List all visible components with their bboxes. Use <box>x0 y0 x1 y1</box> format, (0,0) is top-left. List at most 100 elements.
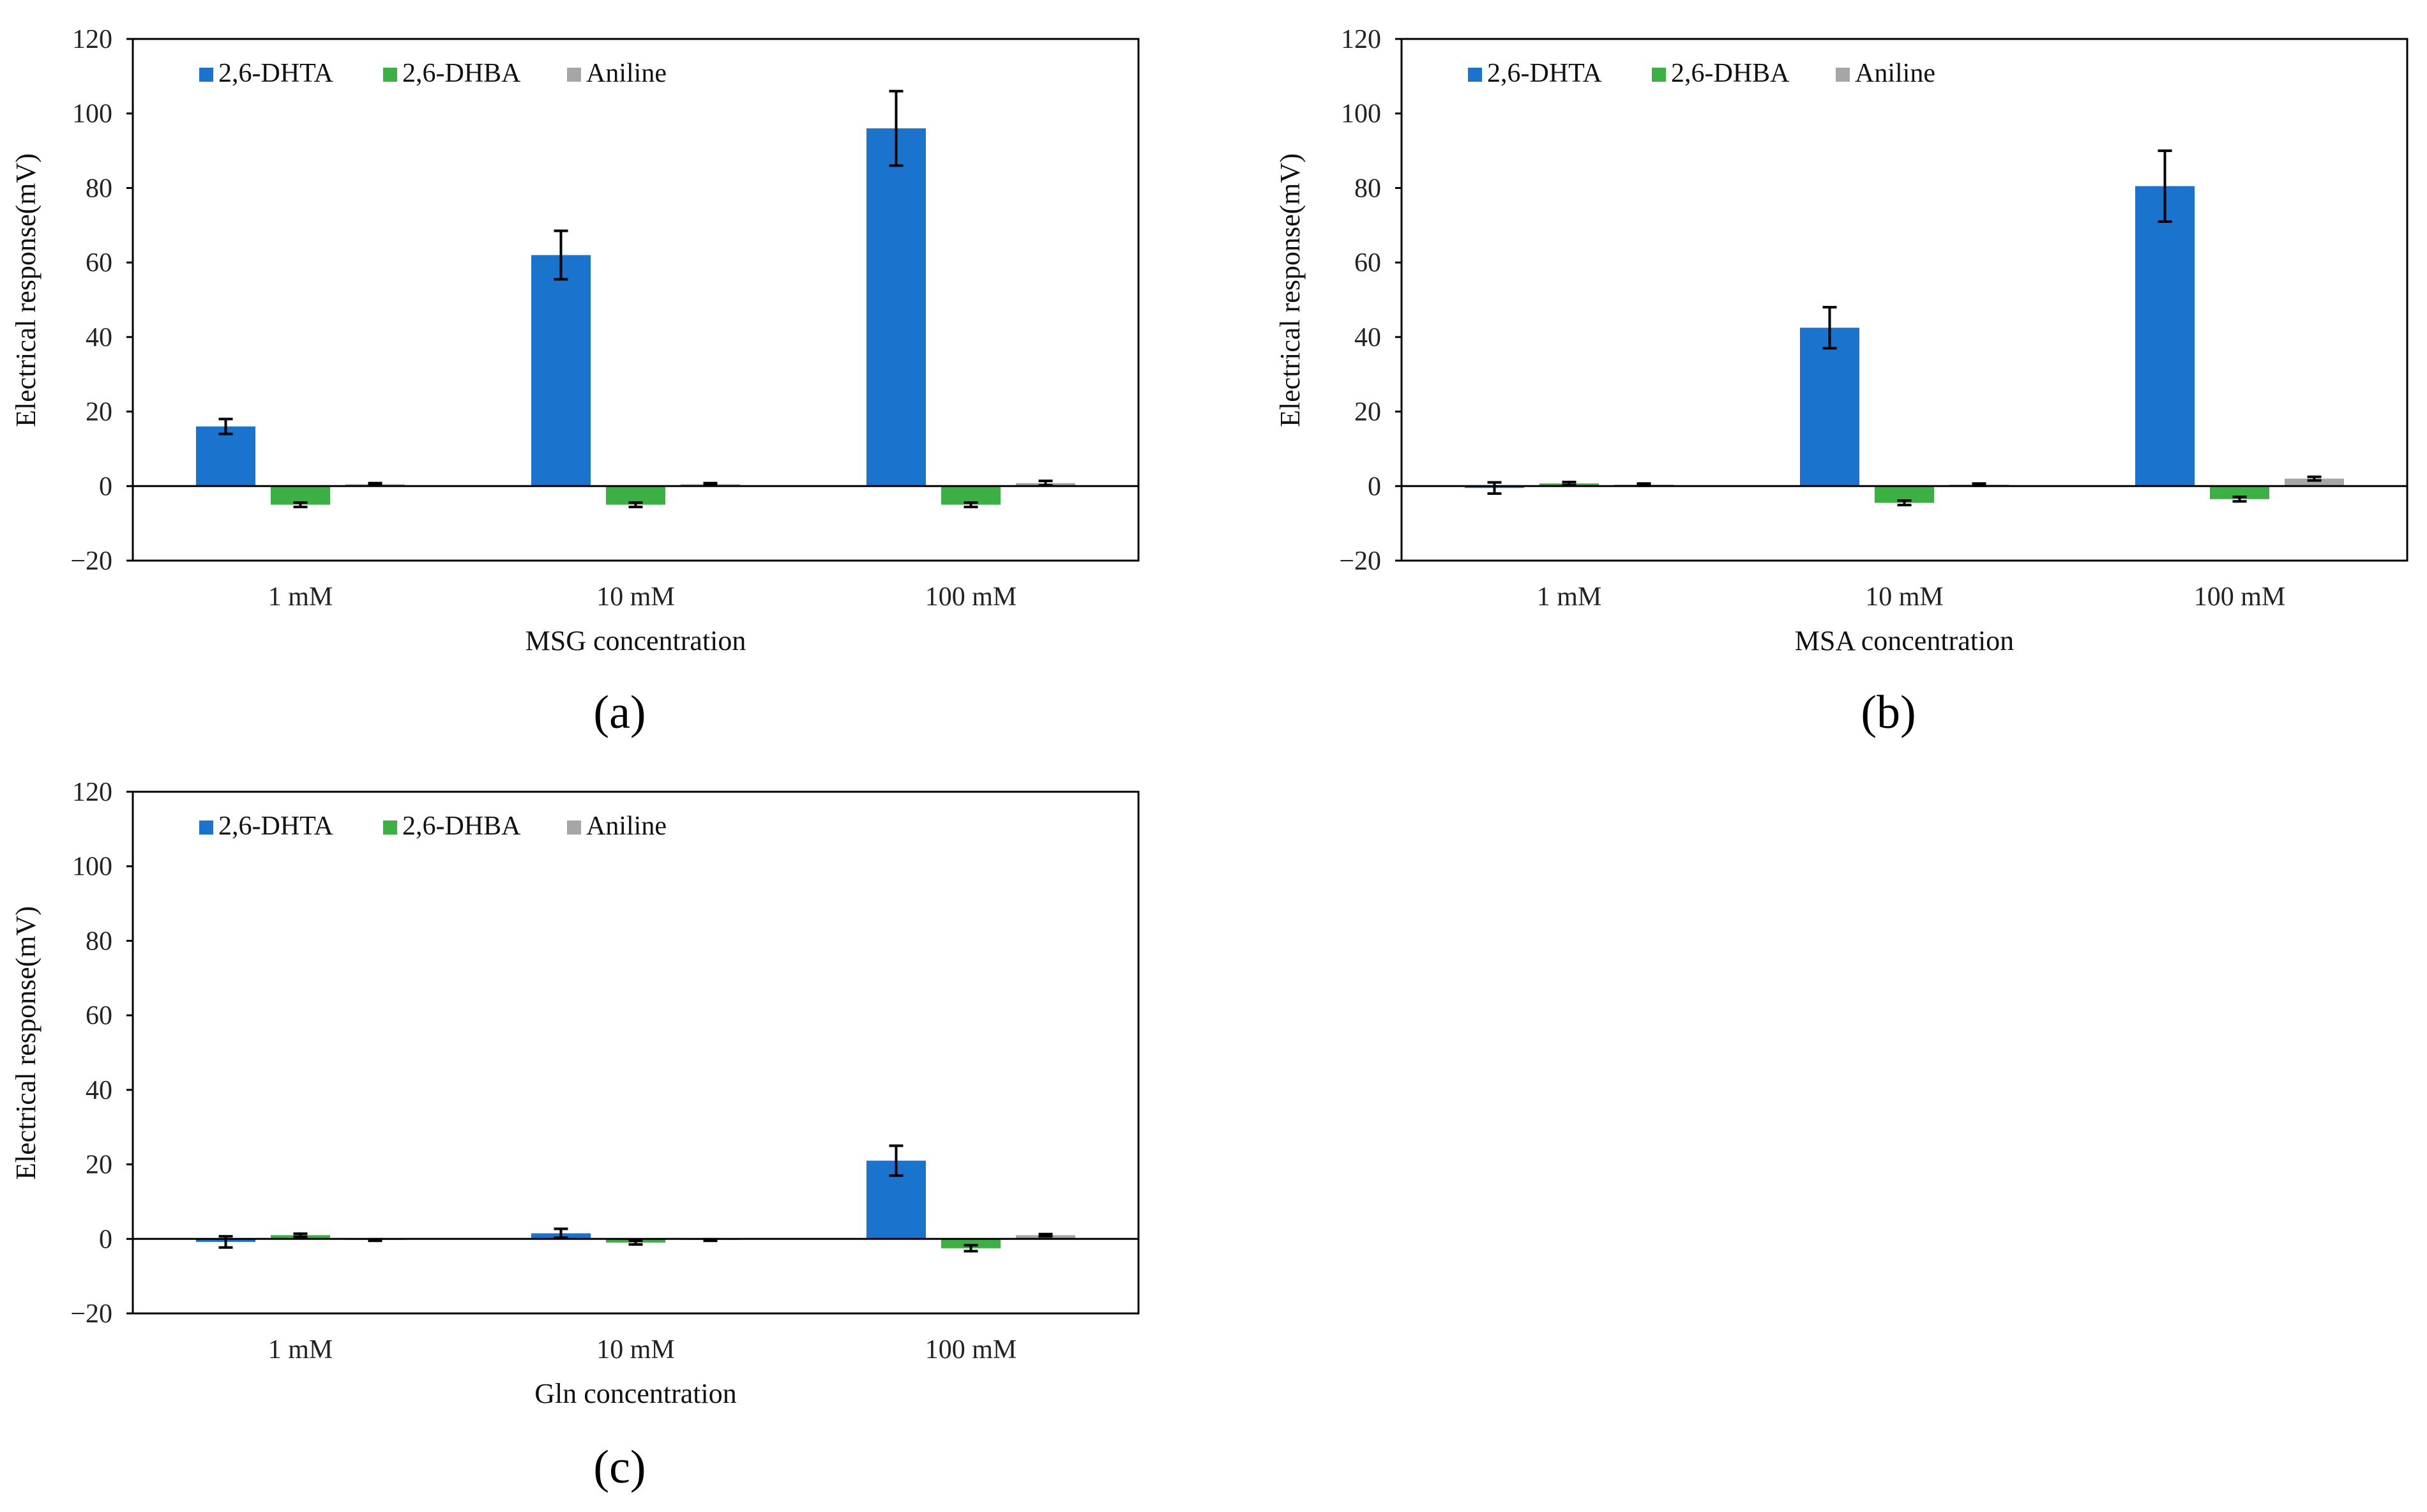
y-axis-title: Electrical response(mV) <box>10 153 42 427</box>
y-axis-title: Electrical response(mV) <box>1274 153 1306 427</box>
chart-panel-a: 120 100 80 60 40 20 0 −20 1 mM 10 mM 100 mM MSG con… <box>10 25 1140 739</box>
y-tick-label: 0 <box>99 472 112 501</box>
bar <box>866 128 926 487</box>
error-bar <box>2307 475 2322 482</box>
y-tick-label: 40 <box>1354 323 1381 352</box>
x-tick-label: 10 mM <box>596 1335 675 1365</box>
legend-swatch <box>383 820 397 835</box>
y-tick-label: 80 <box>86 926 112 956</box>
legend-swatch <box>1652 68 1666 82</box>
legend-item: 2,6-DHTA <box>1468 59 1602 88</box>
y-tick-label: 40 <box>86 323 112 352</box>
x-tick-label: 10 mM <box>1865 582 1944 612</box>
error-bar <box>293 1232 308 1238</box>
error-bar <box>368 481 382 487</box>
x-tick-label: 10 mM <box>596 582 675 612</box>
legend-swatch <box>199 68 213 82</box>
y-tick-label: 100 <box>72 852 112 882</box>
legend-item: 2,6-DHBA <box>1652 59 1790 88</box>
legend-label: 2,6-DHTA <box>1487 59 1602 88</box>
y-tick-label: 0 <box>99 1225 112 1254</box>
bar <box>2135 186 2195 487</box>
legend-swatch <box>199 820 213 835</box>
legend-swatch <box>1468 68 1482 82</box>
legend-item: Aniline <box>567 59 667 88</box>
bar <box>2210 486 2269 499</box>
bar <box>196 426 255 487</box>
error-bar <box>703 481 718 487</box>
legend-item: 2,6-DHTA <box>199 59 333 88</box>
error-bar <box>889 89 904 167</box>
y-tick-label: 60 <box>1354 248 1381 278</box>
y-tick-label: 100 <box>72 100 112 129</box>
chart-panel-b: 120 100 80 60 40 20 0 −20 1 mM 10 mM 100 mM MSA con… <box>1274 25 2408 739</box>
y-tick-label: 20 <box>1354 398 1381 427</box>
y-tick-label: 120 <box>1341 25 1381 54</box>
error-bar <box>554 229 568 281</box>
error-bar <box>628 501 643 508</box>
error-bar <box>964 501 978 508</box>
legend-item: 2,6-DHTA <box>199 812 333 841</box>
legend-item: Aniline <box>1836 59 1935 88</box>
error-bar <box>1562 480 1576 487</box>
error-bar <box>218 418 233 435</box>
legend-swatch <box>567 68 581 82</box>
y-tick-label: −20 <box>1339 547 1381 576</box>
plot-frame <box>132 790 1140 1315</box>
panel-caption: (c) <box>593 1441 646 1493</box>
legend-label: Aniline <box>586 812 667 841</box>
bar <box>1800 328 1859 487</box>
error-bar <box>1487 481 1502 495</box>
error-bar <box>1822 306 1837 350</box>
error-bar <box>1897 499 1912 507</box>
legend-swatch <box>383 68 397 82</box>
bar <box>941 1239 1001 1248</box>
y-tick-label: 80 <box>86 174 112 203</box>
legend-item: Aniline <box>567 812 667 841</box>
x-tick-label: 100 mM <box>925 582 1017 612</box>
y-tick-label: 60 <box>86 248 112 278</box>
error-bar <box>628 1239 643 1246</box>
panel-caption: (b) <box>1861 686 1916 739</box>
y-tick-label: 60 <box>86 1001 112 1031</box>
y-tick-label: −20 <box>70 547 112 576</box>
y-tick-label: 40 <box>86 1076 112 1105</box>
legend-swatch <box>1836 68 1850 82</box>
legend-label: 2,6-DHBA <box>402 59 521 88</box>
error-bar <box>2158 149 2172 223</box>
x-tick-label: 100 mM <box>925 1335 1017 1365</box>
y-tick-label: 120 <box>72 778 112 807</box>
legend-item: 2,6-DHBA <box>383 59 521 88</box>
x-tick-label: 1 mM <box>268 1335 333 1365</box>
bar <box>2285 478 2344 487</box>
legend-item: 2,6-DHBA <box>383 812 521 841</box>
y-tick-label: 20 <box>86 1151 112 1180</box>
plot-frame <box>1400 38 2408 562</box>
plot-frame <box>132 38 1140 562</box>
y-tick-label: −20 <box>70 1299 112 1329</box>
chart-panel-c: 120 100 80 60 40 20 0 −20 1 mM 10 mM 100 mM Gln con… <box>10 778 1140 1493</box>
x-axis-title: MSA concentration <box>1795 625 2014 656</box>
bar <box>531 255 591 487</box>
error-bar <box>293 501 308 508</box>
y-axis-title: Electrical response(mV) <box>10 906 42 1180</box>
x-tick-label: 1 mM <box>1537 582 1602 612</box>
x-tick-label: 1 mM <box>268 582 333 612</box>
error-bar <box>1038 1232 1053 1238</box>
error-bar <box>554 1227 568 1239</box>
error-bar <box>964 1244 978 1253</box>
legend-label: Aniline <box>586 59 667 88</box>
legend-label: 2,6-DHTA <box>218 59 333 88</box>
legend-label: 2,6-DHBA <box>402 812 521 841</box>
y-tick-label: 80 <box>1354 174 1381 203</box>
x-axis-title: Gln concentration <box>534 1378 736 1409</box>
x-tick-label: 100 mM <box>2194 582 2286 612</box>
legend-label: 2,6-DHTA <box>218 812 333 841</box>
y-tick-label: 100 <box>1341 100 1381 129</box>
error-bar <box>2232 495 2247 503</box>
y-tick-label: 120 <box>72 25 112 54</box>
y-tick-label: 20 <box>86 398 112 427</box>
legend-swatch <box>567 820 581 835</box>
y-tick-label: 0 <box>1368 472 1381 501</box>
